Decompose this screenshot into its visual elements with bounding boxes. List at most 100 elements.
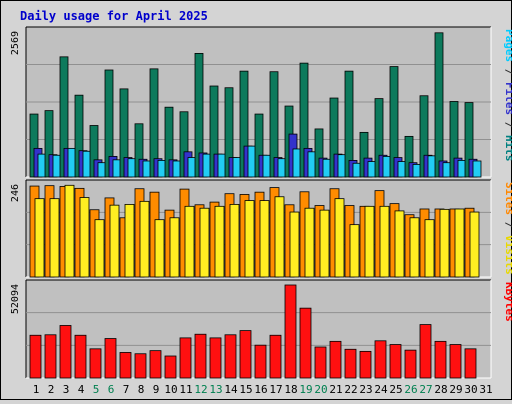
bar-kbytes-day-3 (59, 325, 72, 379)
bar-sites-day-7 (124, 203, 135, 278)
bar-sites-day-22 (349, 224, 360, 278)
bar-kbytes-day-13 (209, 337, 222, 379)
x-tick-label-day-29: 29 (449, 383, 462, 396)
bar-sites-day-1 (34, 198, 45, 278)
x-tick-label-day-11: 11 (179, 383, 192, 396)
bar-sites-day-30 (469, 211, 480, 278)
bar-kbytes-day-19 (299, 307, 312, 379)
bar-sites-day-15 (244, 200, 255, 278)
bar-kbytes-day-4 (74, 334, 87, 379)
x-tick-label-day-18: 18 (284, 383, 297, 396)
y-scale-label: 246 (10, 184, 21, 202)
hits-panel: 2569 Pages / Files / Hits (10, 26, 512, 178)
bar-kbytes-day-10 (164, 355, 177, 379)
bar-kbytes-day-25 (389, 344, 402, 379)
series-legend-label: KBytes (503, 282, 512, 322)
x-tick-label-day-8: 8 (138, 383, 145, 396)
x-tick-label-day-23: 23 (359, 383, 372, 396)
chart-title: Daily usage for April 2025 (20, 9, 208, 23)
bar-sites-day-17 (274, 196, 285, 278)
x-tick-label-day-19: 19 (299, 383, 312, 396)
x-tick-label-day-22: 22 (344, 383, 357, 396)
x-tick-label-day-1: 1 (33, 383, 40, 396)
x-tick-label-day-6: 6 (108, 383, 115, 396)
bar-sites-day-27 (424, 219, 435, 278)
bar-sites-day-26 (409, 217, 420, 278)
x-tick-label-day-24: 24 (374, 383, 388, 396)
bar-kbytes-day-28 (434, 340, 447, 379)
bar-sites-day-9 (154, 219, 165, 278)
legend-entry: Hits (503, 135, 512, 162)
x-tick-label-day-14: 14 (224, 383, 238, 396)
kbytes-panel: 52094 KBytes (10, 279, 512, 379)
series-legend-label: Sites / Visits (503, 182, 512, 275)
bar-sites-day-2 (49, 198, 60, 278)
bar-kbytes-day-6 (104, 338, 117, 379)
x-tick-label-day-31: 31 (479, 383, 492, 396)
bar-sites-day-18 (289, 211, 300, 278)
visits-panel: 246 Sites / Visits (10, 179, 512, 278)
bar-kbytes-day-24 (374, 340, 387, 379)
bar-kbytes-day-29 (449, 344, 462, 379)
bar-kbytes-day-7 (119, 352, 132, 379)
bar-kbytes-day-20 (314, 346, 327, 379)
x-tick-label-day-17: 17 (269, 383, 282, 396)
bar-hits-day-28 (434, 32, 444, 178)
bar-kbytes-day-17 (269, 334, 282, 379)
x-tick-label-day-5: 5 (93, 383, 100, 396)
x-tick-label-day-13: 13 (209, 383, 222, 396)
bar-sites-day-10 (169, 217, 180, 278)
chart-panels: 2569 Pages / Files / Hits 246 Sites / Visit… (10, 26, 512, 379)
x-axis: 1 2 3 4 5 6 7 8 9 10 11 12 13 14 15 16 17 18 19 20 21 22 23 24 2… (33, 383, 493, 396)
x-tick-label-day-10: 10 (164, 383, 177, 396)
bar-sites-day-4 (79, 197, 90, 278)
legend-entry: / (503, 215, 512, 235)
x-tick-label-day-3: 3 (63, 383, 70, 396)
bar-sites-day-24 (379, 205, 390, 278)
legend-entry: Files (503, 82, 512, 115)
bar-sites-day-19 (304, 207, 315, 278)
x-tick-label-day-2: 2 (48, 383, 55, 396)
bar-kbytes-day-15 (239, 330, 252, 379)
legend-entry: KBytes (503, 282, 512, 322)
bar-kbytes-day-21 (329, 340, 342, 379)
bar-sites-day-21 (334, 198, 345, 278)
bar-kbytes-day-22 (344, 348, 357, 379)
bar-sites-day-23 (364, 205, 375, 278)
legend-entry: Pages (503, 29, 512, 62)
bar-sites-day-28 (439, 208, 450, 278)
bar-sites-day-16 (259, 200, 270, 278)
x-tick-label-day-12: 12 (194, 383, 207, 396)
bar-sites-day-12 (199, 207, 210, 278)
bar-sites-day-14 (229, 203, 240, 278)
bar-kbytes-day-9 (149, 350, 162, 379)
bar-sites-day-6 (109, 204, 120, 278)
y-scale-label: 52094 (10, 284, 21, 314)
bar-kbytes-day-1 (29, 334, 42, 379)
bar-kbytes-day-23 (359, 350, 372, 379)
x-tick-label-day-4: 4 (78, 383, 85, 396)
bar-kbytes-day-26 (404, 349, 417, 379)
legend-entry: / (503, 115, 512, 135)
x-tick-label-day-20: 20 (314, 383, 327, 396)
bar-sites-day-13 (214, 205, 225, 278)
bar-kbytes-day-8 (134, 353, 147, 379)
bar-kbytes-day-5 (89, 348, 102, 379)
bar-kbytes-day-2 (44, 334, 57, 379)
legend-entry: Sites (503, 182, 512, 215)
x-tick-label-day-27: 27 (419, 383, 432, 396)
bar-kbytes-day-14 (224, 334, 237, 379)
y-scale-label: 2569 (10, 31, 21, 55)
bar-sites-day-20 (319, 209, 330, 278)
legend-entry: / (503, 62, 512, 82)
x-tick-label-day-30: 30 (464, 383, 477, 396)
bar-sites-day-29 (454, 208, 465, 278)
bar-sites-day-11 (184, 205, 195, 278)
legend-entry: Visits (503, 235, 512, 275)
bar-sites-day-3 (64, 184, 75, 278)
x-tick-label-day-9: 9 (153, 383, 160, 396)
x-tick-label-day-7: 7 (123, 383, 130, 396)
bar-kbytes-day-18 (284, 284, 297, 379)
